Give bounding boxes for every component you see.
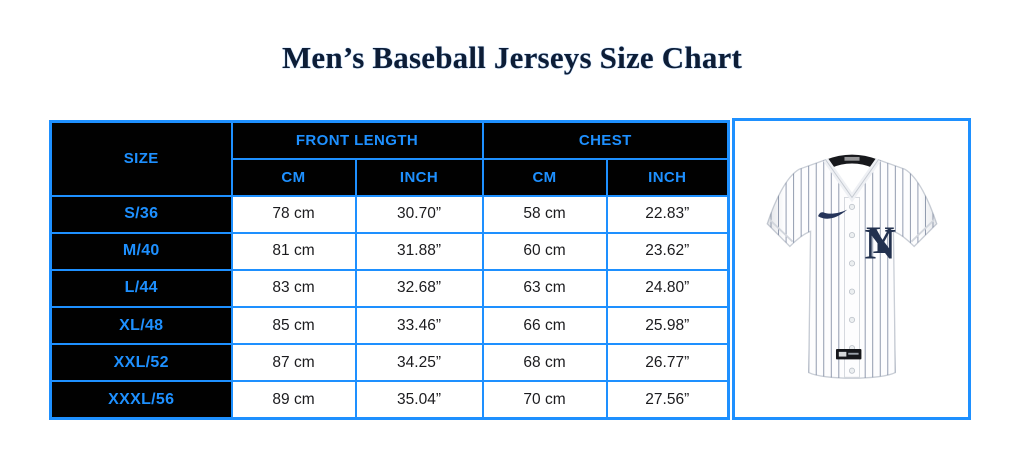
column-header-front-cm: CM <box>230 157 357 197</box>
table-row: XXL/52 87 cm 34.25” 68 cm 26.77” <box>49 343 730 383</box>
column-header-chest-inch: INCH <box>605 157 730 197</box>
nike-swoosh-icon <box>817 209 847 219</box>
front-length-inch: 31.88” <box>354 231 484 271</box>
front-length-cm: 78 cm <box>230 194 357 234</box>
collar-tag-label <box>843 156 860 161</box>
collar-trim-edge <box>824 159 879 199</box>
table-row: L/44 83 cm 32.68” 63 cm 24.80” <box>49 268 730 308</box>
chest-inch: 22.83” <box>605 194 730 234</box>
size-label: M/40 <box>49 231 233 271</box>
chest-cm: 70 cm <box>481 380 608 420</box>
size-label: XXL/52 <box>49 343 233 383</box>
front-length-cm: 87 cm <box>230 343 357 383</box>
size-label: L/44 <box>49 268 233 308</box>
front-length-inch: 33.46” <box>354 305 484 346</box>
front-length-inch: 35.04” <box>354 380 484 420</box>
chest-cm: 58 cm <box>481 194 608 234</box>
product-image-panel: N Y <box>732 118 971 420</box>
table-row: XXXL/56 89 cm 35.04” 70 cm 27.56” <box>49 380 730 420</box>
column-header-size: SIZE <box>49 120 233 197</box>
front-length-cm: 83 cm <box>230 268 357 308</box>
table-row: S/36 78 cm 30.70” 58 cm 22.83” <box>49 194 730 234</box>
column-header-chest-cm: CM <box>481 157 608 197</box>
front-length-inch: 32.68” <box>354 268 484 308</box>
front-length-cm: 89 cm <box>230 380 357 420</box>
jock-tag <box>835 349 861 360</box>
table-row: XL/48 85 cm 33.46” 66 cm 25.98” <box>49 305 730 346</box>
size-label: XL/48 <box>49 305 233 346</box>
column-group-chest: CHEST <box>481 120 730 160</box>
chest-cm: 68 cm <box>481 343 608 383</box>
column-group-front-length: FRONT LENGTH <box>230 120 484 160</box>
front-length-cm: 85 cm <box>230 305 357 346</box>
sleeve-hems <box>768 219 935 243</box>
chest-inch: 23.62” <box>605 231 730 271</box>
front-length-inch: 30.70” <box>354 194 484 234</box>
size-label: S/36 <box>49 194 233 234</box>
front-length-inch: 34.25” <box>354 343 484 383</box>
chest-inch: 26.77” <box>605 343 730 383</box>
column-header-front-inch: INCH <box>354 157 484 197</box>
page-title: Men’s Baseball Jerseys Size Chart <box>281 40 743 75</box>
chest-inch: 27.56” <box>605 380 730 420</box>
chest-inch: 24.80” <box>605 268 730 308</box>
chest-cm: 66 cm <box>481 305 608 346</box>
table-row: M/40 81 cm 31.88” 60 cm 23.62” <box>49 231 730 271</box>
size-chart-table: SIZE FRONT LENGTH CHEST CM INCH CM INCH … <box>49 120 731 420</box>
svg-text:N: N <box>864 221 895 269</box>
ny-interlocking-logo: N Y <box>864 218 895 269</box>
chest-cm: 60 cm <box>481 231 608 271</box>
jersey-product-image: N Y <box>765 154 938 379</box>
chest-cm: 63 cm <box>481 268 608 308</box>
svg-text:Y: Y <box>865 218 894 262</box>
front-length-cm: 81 cm <box>230 231 357 271</box>
collar-tag-band <box>825 154 878 169</box>
chest-inch: 25.98” <box>605 305 730 346</box>
size-label: XXXL/56 <box>49 380 233 420</box>
